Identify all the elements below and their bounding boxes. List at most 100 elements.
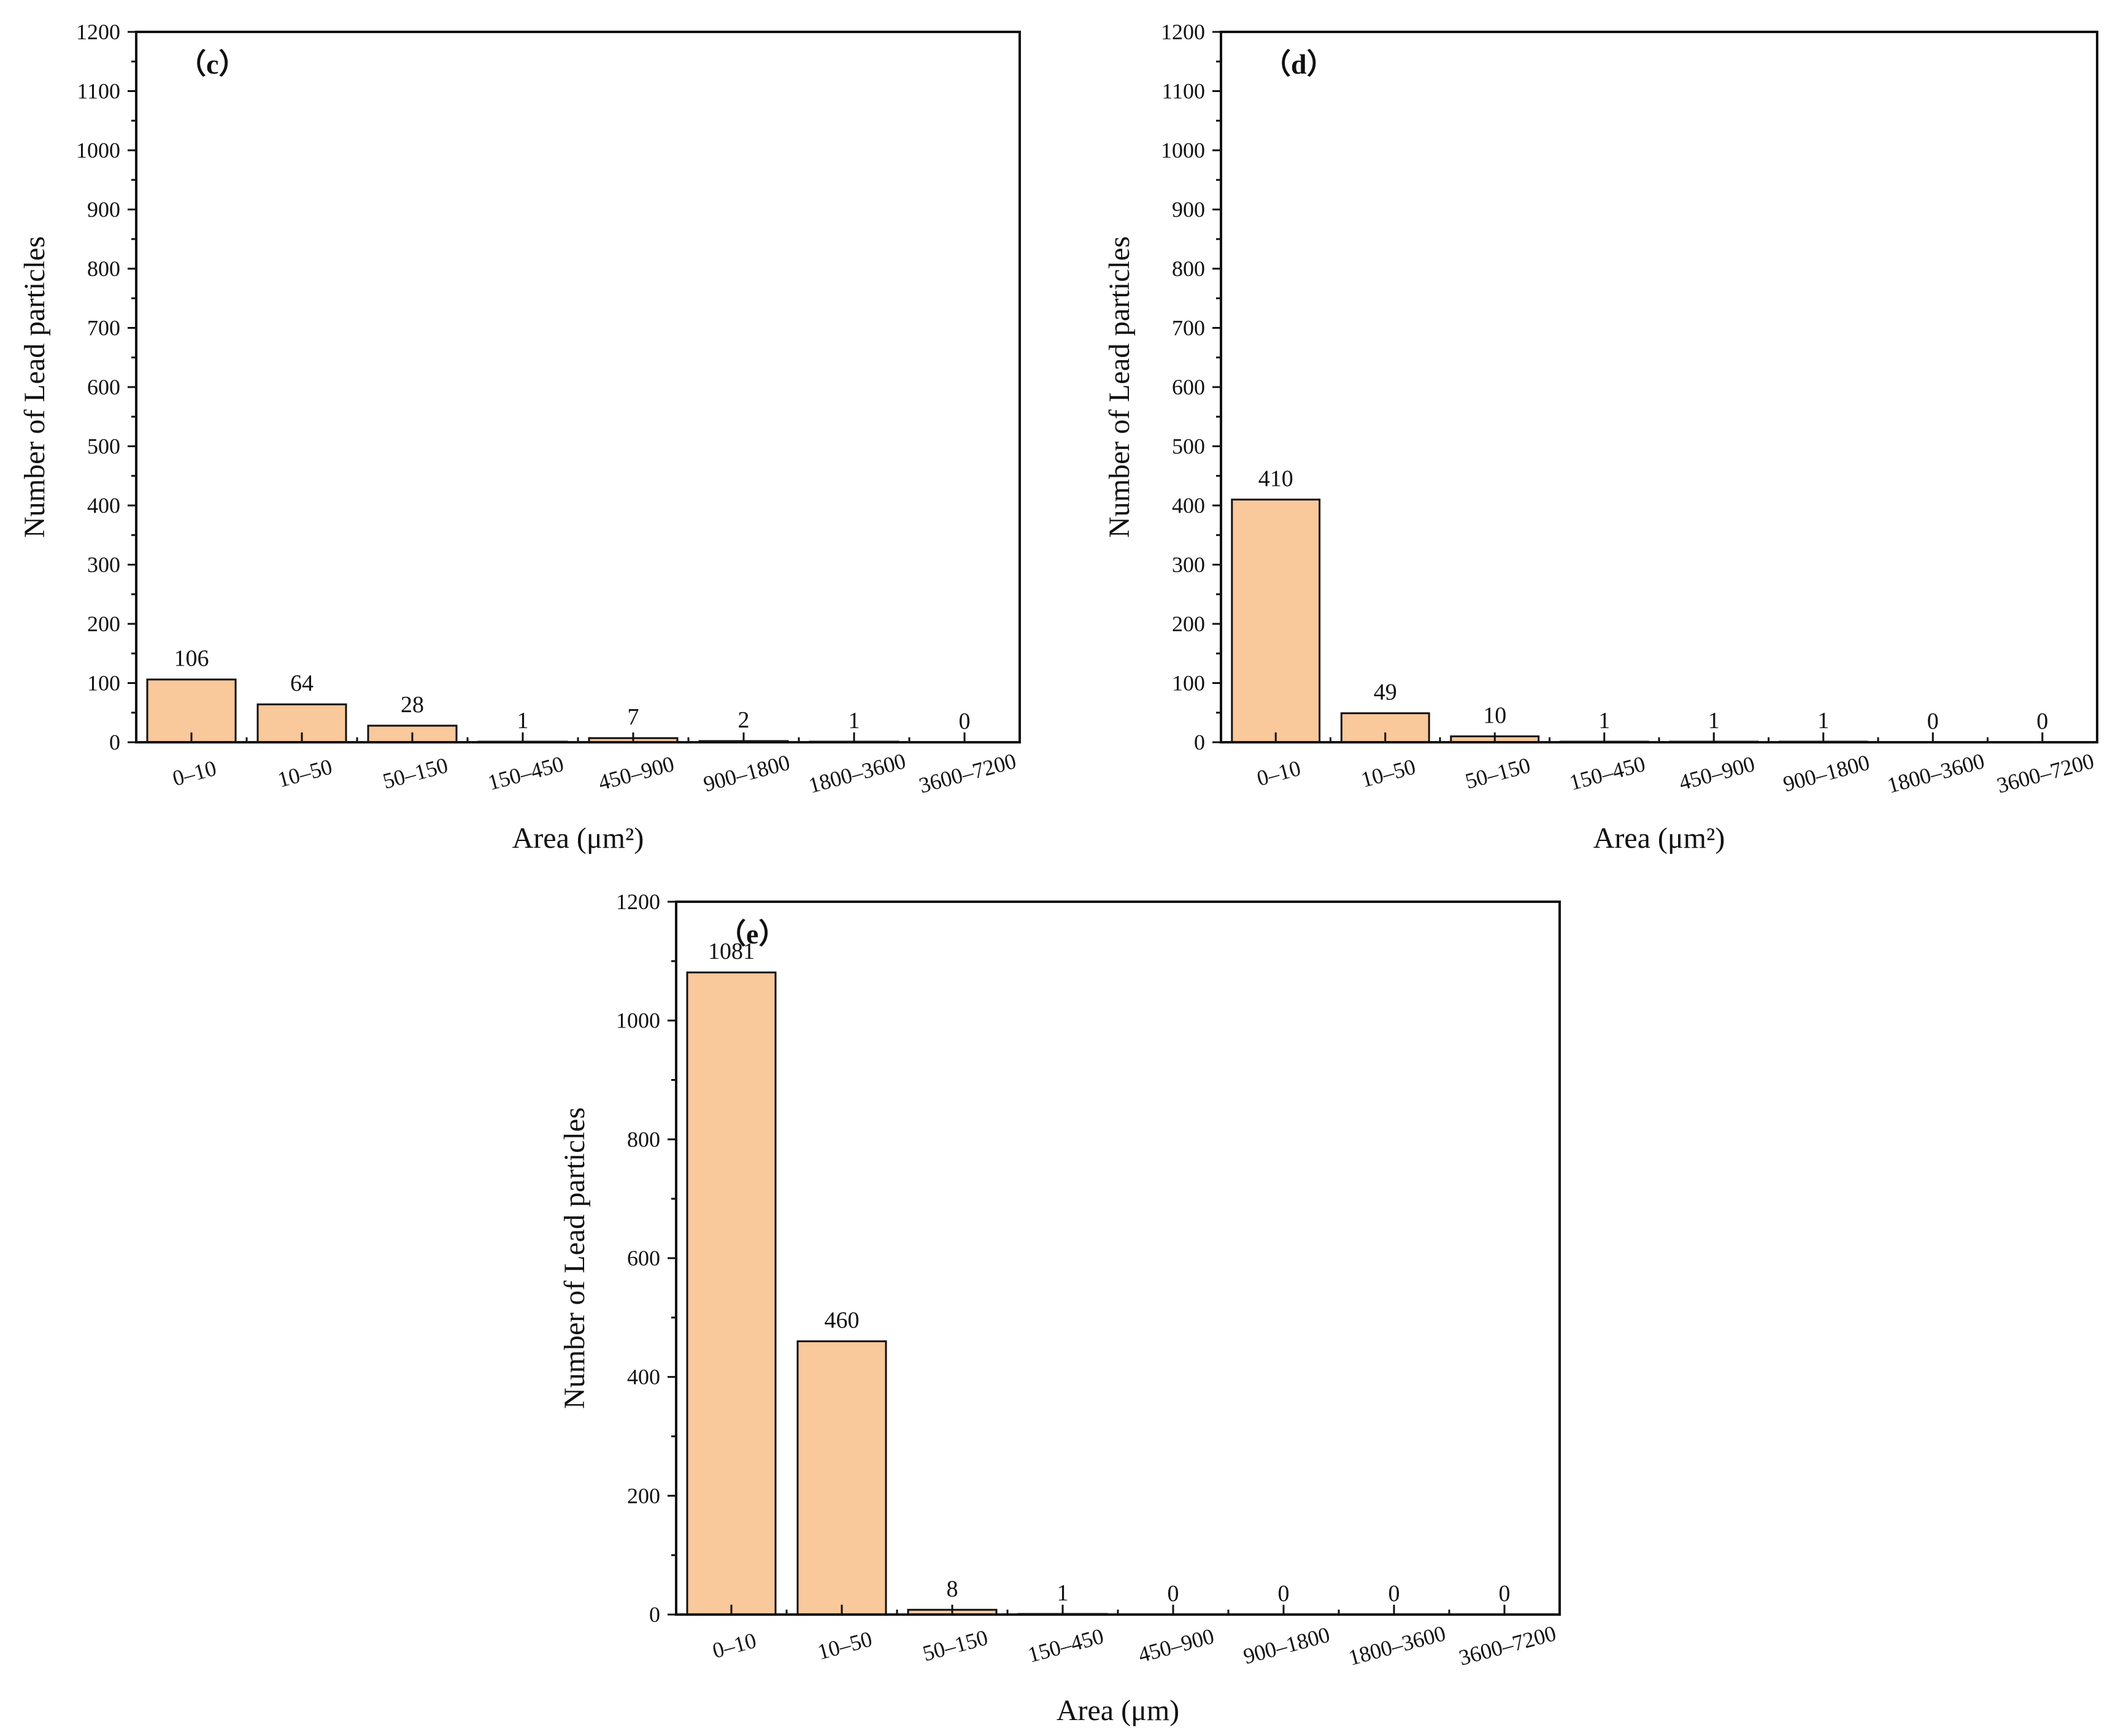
y-tick-label-d-12: 1200: [1161, 20, 1205, 44]
x-tick-label-d-1: 10–50: [1358, 754, 1418, 792]
y-tick-label-d-0: 0: [1194, 730, 1205, 755]
y-axis-title-d: Number of Lead particles: [1103, 236, 1136, 538]
x-tick-label-c-1: 10–50: [275, 754, 334, 792]
y-tick-label-d-9: 900: [1172, 198, 1205, 222]
y-tick-label-c-6: 600: [87, 375, 120, 399]
y-tick-label-c-5: 500: [87, 434, 120, 459]
panel-label-e: （e）: [718, 918, 787, 950]
y-tick-label-c-3: 300: [87, 553, 120, 577]
x-tick-label-d-2: 50–150: [1463, 753, 1533, 794]
y-tick-label-e-4: 800: [627, 1127, 660, 1151]
x-tick-label-d-5: 900–1800: [1781, 750, 1872, 796]
data-label-d-7: 0: [2036, 709, 2048, 734]
x-tick-label-d-4: 450–900: [1676, 751, 1757, 795]
y-tick-label-c-4: 400: [87, 493, 120, 518]
plot-frame-d: [1220, 31, 2098, 743]
y-tick-label-c-11: 1100: [77, 79, 120, 104]
x-tick-label-d-0: 0–10: [1254, 756, 1303, 791]
data-label-e-6: 0: [1388, 1581, 1400, 1607]
y-tick-label-e-3: 600: [627, 1246, 660, 1270]
y-tick-label-d-2: 200: [1172, 612, 1205, 636]
data-label-d-5: 1: [1817, 708, 1829, 734]
y-tick-label-d-1: 100: [1172, 671, 1205, 696]
data-label-c-1: 64: [290, 670, 314, 696]
y-tick-label-c-0: 0: [109, 730, 120, 755]
y-tick-label-c-8: 800: [87, 256, 120, 281]
y-tick-label-c-12: 1200: [76, 20, 120, 44]
y-tick-label-e-6: 1200: [616, 889, 660, 914]
y-tick-label-d-8: 800: [1172, 256, 1205, 281]
y-tick-label-d-7: 700: [1172, 316, 1205, 340]
y-tick-label-e-0: 0: [649, 1602, 660, 1627]
data-label-c-0: 106: [174, 646, 209, 672]
data-label-d-0: 410: [1258, 466, 1293, 491]
panel-label-c: （c）: [178, 48, 247, 80]
bar-e-1: [796, 1340, 887, 1616]
y-tick-label-c-7: 700: [87, 316, 120, 340]
plot-frame-c: [135, 31, 1021, 743]
data-label-d-4: 1: [1708, 708, 1720, 734]
x-tick-label-e-3: 150–450: [1025, 1624, 1106, 1667]
data-label-c-7: 0: [959, 709, 971, 734]
data-label-c-6: 1: [849, 708, 860, 734]
y-tick-label-e-1: 200: [627, 1483, 660, 1508]
x-tick-label-c-6: 1800–3600: [806, 748, 908, 798]
data-label-c-4: 7: [628, 704, 639, 730]
x-tick-label-d-3: 150–450: [1567, 751, 1648, 795]
x-tick-label-c-3: 150–450: [485, 751, 566, 795]
x-axis-title-c: Area (μm²): [512, 822, 644, 855]
y-tick-label-d-11: 1100: [1161, 79, 1205, 104]
x-tick-label-d-6: 1800–3600: [1885, 748, 1987, 798]
panel-label-d: （d）: [1263, 48, 1335, 80]
y-tick-label-d-10: 1000: [1161, 138, 1205, 163]
x-axis-title-e: Area (μm): [1057, 1694, 1179, 1727]
chart-panel-d: 0100200300400500600700800900100011001200…: [1103, 20, 2098, 855]
x-tick-label-e-5: 900–1800: [1241, 1622, 1332, 1669]
y-tick-label-c-2: 200: [87, 612, 120, 636]
y-tick-label-c-1: 100: [87, 671, 120, 696]
x-tick-label-e-4: 450–900: [1136, 1624, 1217, 1667]
x-tick-label-e-1: 10–50: [815, 1626, 874, 1664]
data-label-e-5: 0: [1278, 1581, 1290, 1607]
y-axis-title-c: Number of Lead particles: [18, 236, 51, 538]
y-axis-title-e: Number of Lead particles: [558, 1107, 591, 1409]
x-tick-label-d-7: 3600–7200: [1994, 748, 2097, 798]
data-label-d-6: 0: [1927, 709, 1939, 734]
data-label-e-2: 8: [947, 1576, 958, 1602]
data-label-e-7: 0: [1499, 1581, 1511, 1607]
x-tick-label-c-7: 3600–7200: [916, 748, 1019, 798]
data-label-d-2: 10: [1483, 702, 1506, 728]
data-label-c-2: 28: [401, 692, 424, 718]
data-label-c-5: 2: [738, 707, 750, 733]
bar-d-0: [1231, 498, 1321, 743]
x-tick-label-c-2: 50–150: [380, 753, 451, 794]
data-label-e-1: 460: [825, 1308, 860, 1334]
y-tick-label-d-3: 300: [1172, 553, 1205, 577]
bar-c-0: [146, 678, 237, 743]
y-tick-label-d-5: 500: [1172, 434, 1205, 459]
x-tick-label-c-0: 0–10: [170, 756, 219, 791]
chart-panel-c: 0100200300400500600700800900100011001200…: [18, 20, 1021, 855]
y-tick-label-d-6: 600: [1172, 375, 1205, 399]
y-tick-label-d-4: 400: [1172, 493, 1205, 518]
x-tick-label-c-4: 450–900: [596, 751, 677, 795]
bar-e-0: [686, 971, 777, 1616]
data-label-e-4: 0: [1168, 1581, 1179, 1607]
x-tick-label-e-6: 1800–3600: [1346, 1621, 1448, 1670]
data-label-d-1: 49: [1374, 680, 1397, 705]
x-tick-label-e-0: 0–10: [710, 1628, 759, 1663]
data-label-e-3: 1: [1057, 1580, 1069, 1606]
x-tick-label-c-5: 900–1800: [701, 750, 792, 796]
y-tick-label-e-5: 1000: [616, 1008, 660, 1033]
x-axis-title-d: Area (μm²): [1593, 822, 1725, 855]
chart-panel-e: 02004006008001000120010810–1046010–50850…: [558, 889, 1561, 1727]
y-tick-label-c-10: 1000: [76, 138, 120, 163]
data-label-e-0: 1081: [708, 939, 755, 964]
data-label-c-3: 1: [517, 708, 529, 734]
y-tick-label-c-9: 900: [87, 198, 120, 222]
x-tick-label-e-7: 3600–7200: [1456, 1621, 1558, 1670]
y-tick-label-e-2: 400: [627, 1365, 660, 1389]
data-label-d-3: 1: [1598, 708, 1610, 734]
x-tick-label-e-2: 50–150: [920, 1625, 991, 1666]
